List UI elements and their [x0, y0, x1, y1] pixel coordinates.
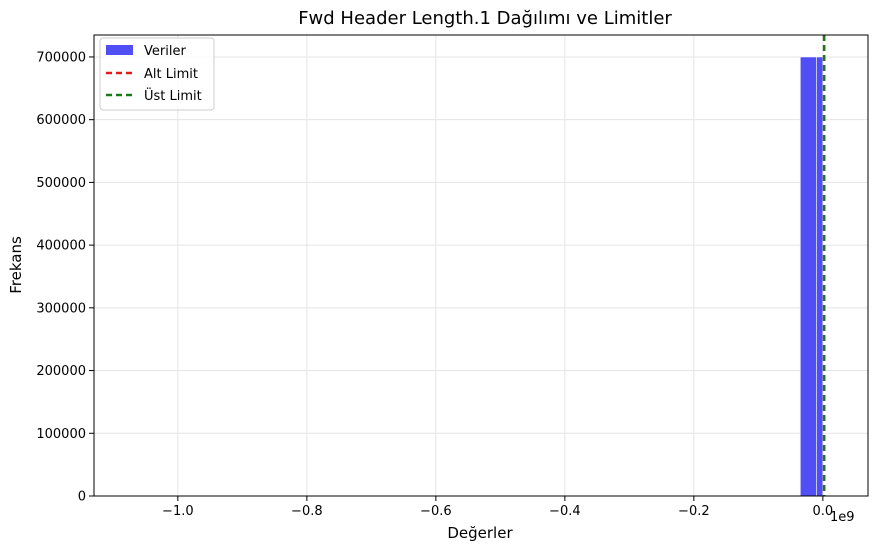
plot-frame — [93, 34, 869, 497]
legend-box — [99, 37, 215, 111]
legend-label-veriler: Veriler — [144, 44, 186, 59]
y-tick-label: 600000 — [36, 113, 86, 128]
grid-lines — [94, 35, 868, 497]
y-axis-label: Frekans — [7, 236, 25, 294]
histogram-bar — [799, 56, 817, 497]
x-tick-label: −0.8 — [291, 504, 323, 519]
legend-label-ust-limit: Üst Limit — [144, 87, 202, 104]
chart-title: Fwd Header Length.1 Dağılımı ve Limitler — [298, 8, 672, 29]
x-axis-label: Değerler — [447, 524, 513, 542]
y-tick-label: 300000 — [36, 301, 86, 316]
x-ticks: −1.0 −0.8 −0.6 −0.4 −0.2 0.0 — [162, 496, 833, 519]
y-tick-label: 200000 — [36, 364, 86, 379]
y-tick-label: 700000 — [36, 50, 86, 65]
legend-swatch-veriler — [106, 45, 133, 55]
histogram-bars — [799, 56, 824, 497]
y-tick-label: 0 — [78, 490, 86, 505]
x-offset-label: 1e9 — [830, 510, 855, 525]
x-tick-label: −0.2 — [678, 504, 710, 519]
x-tick-label: −1.0 — [162, 504, 194, 519]
x-tick-label: 0.0 — [813, 504, 834, 519]
y-tick-label: 400000 — [36, 239, 86, 254]
y-tick-label: 100000 — [36, 427, 86, 442]
legend-label-alt-limit: Alt Limit — [144, 67, 198, 82]
y-tick-label: 500000 — [36, 176, 86, 191]
y-ticks: 0 100000 200000 300000 400000 500000 600000 700… — [36, 50, 94, 505]
legend: Veriler Alt Limit Üst Limit — [99, 37, 215, 111]
x-tick-label: −0.6 — [420, 504, 452, 519]
histogram-bar — [816, 56, 824, 497]
x-tick-label: −0.4 — [549, 504, 581, 519]
